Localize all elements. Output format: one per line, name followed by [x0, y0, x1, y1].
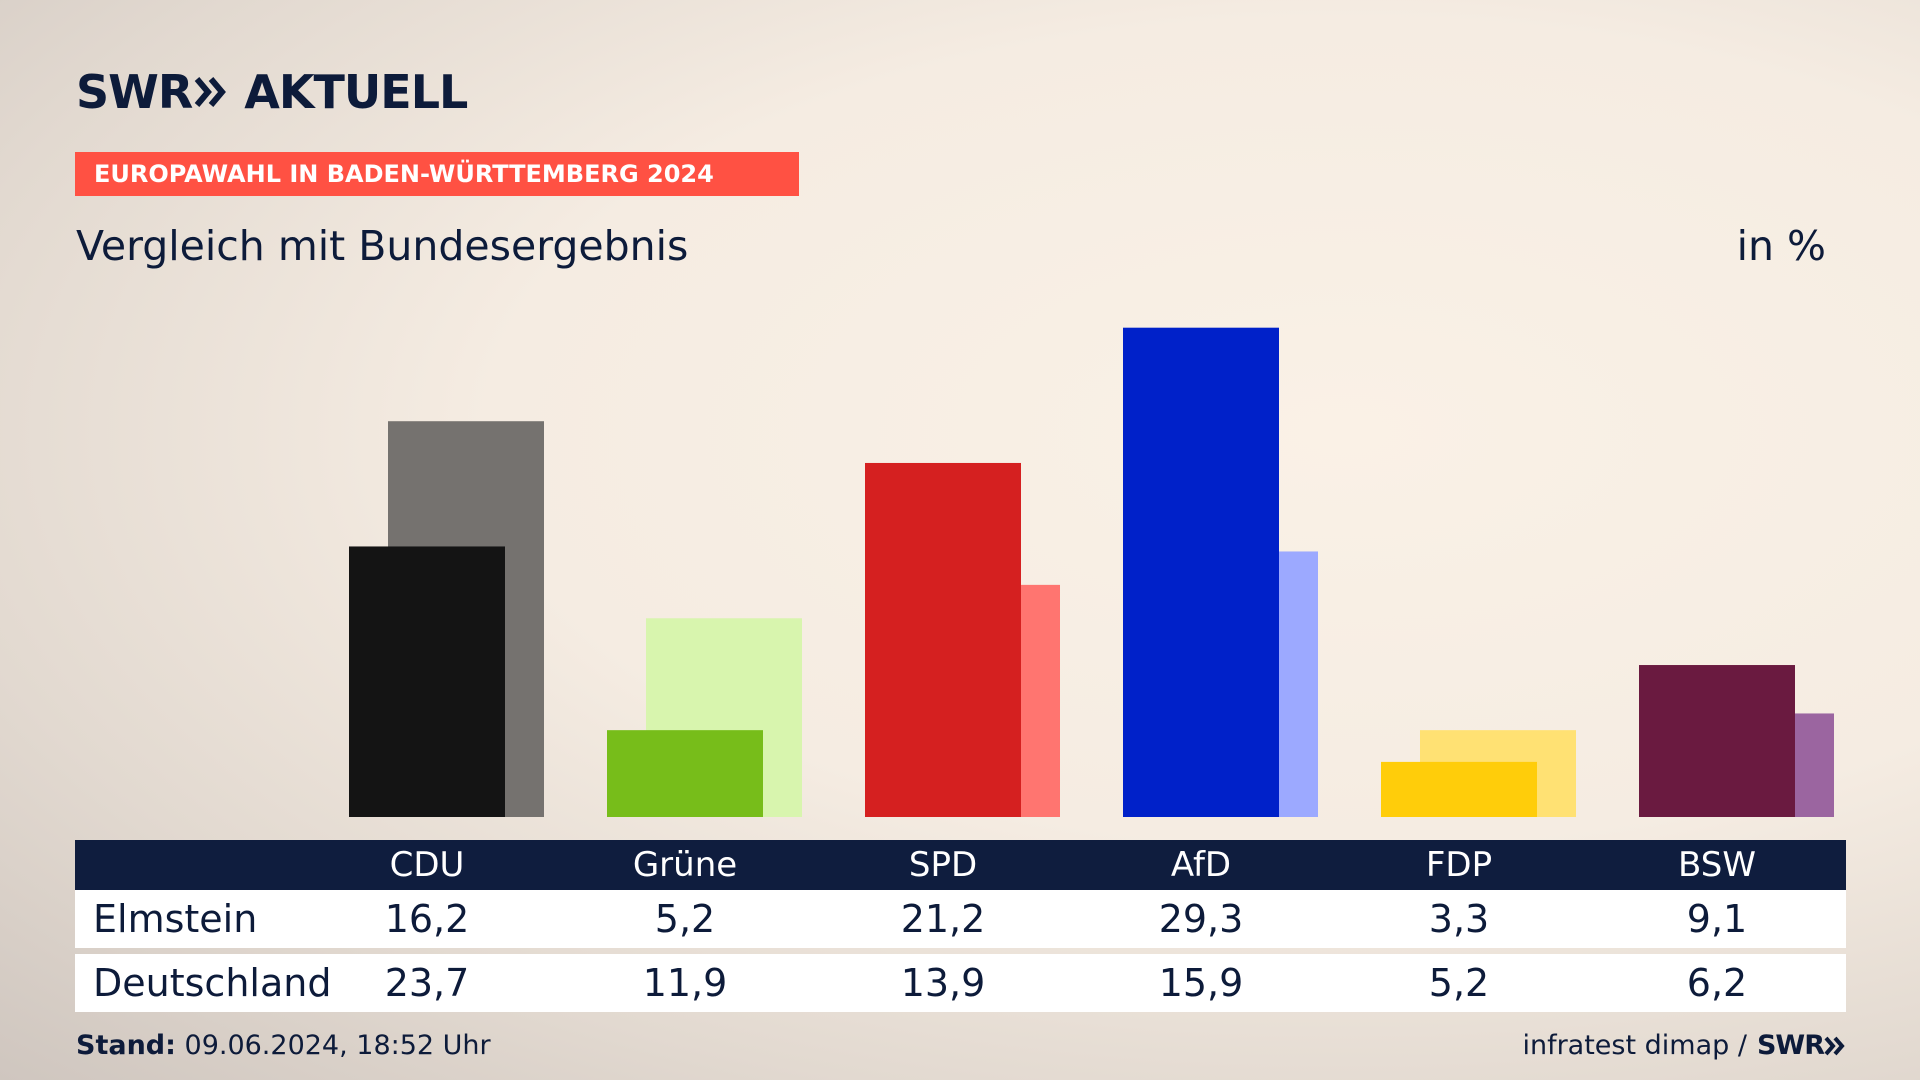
results-table: CDU Grüne SPD AfD FDP BSW Elmstein 16,2 5,2 21,…	[75, 840, 1846, 1012]
row-label-deutschland: Deutschland	[93, 961, 332, 1005]
unit-label: in %	[1736, 222, 1826, 270]
table-cell: 5,2	[1428, 961, 1490, 1005]
table-cell: 29,3	[1158, 897, 1244, 941]
bar-elmstein-grüne	[607, 730, 763, 817]
bar-chart	[349, 327, 1834, 817]
bar-elmstein-spd	[865, 462, 1021, 817]
table-cell: 5,2	[654, 897, 716, 941]
column-header-spd: SPD	[908, 845, 978, 885]
table-cell: 23,7	[384, 961, 470, 1005]
timestamp: Stand: 09.06.2024, 18:52 Uhr	[76, 1030, 491, 1061]
chart-subtitle: Vergleich mit Bundesergebnis	[76, 222, 689, 270]
stand-value: 09.06.2024, 18:52 Uhr	[184, 1030, 491, 1061]
table-header-row: CDU Grüne SPD AfD FDP BSW	[75, 840, 1846, 890]
column-header-fdp: FDP	[1425, 845, 1493, 885]
chevron-right-double-icon	[1824, 1036, 1845, 1055]
table-cell: 21,2	[900, 897, 986, 941]
logo-swr-text: SWR	[76, 65, 193, 119]
table-row-deutschland: Deutschland 23,7 11,9 13,9 15,9 5,2 6,2	[75, 954, 1846, 1012]
source-text: infratest dimap /	[1522, 1030, 1747, 1061]
table-cell: 13,9	[900, 961, 986, 1005]
source-credit: infratest dimap / SWR	[1522, 1030, 1846, 1061]
chevron-right-double-icon	[195, 77, 227, 107]
election-banner: EUROPAWAHL IN BADEN-WÜRTTEMBERG 2024	[75, 152, 799, 196]
column-header-afd: AfD	[1170, 845, 1232, 885]
bar-elmstein-bsw	[1639, 665, 1795, 817]
table-cell: 6,2	[1686, 961, 1748, 1005]
table-cell: 9,1	[1686, 897, 1748, 941]
table-row-elmstein: Elmstein 16,2 5,2 21,2 29,3 3,3 9,1	[75, 890, 1846, 948]
table-cell: 15,9	[1158, 961, 1244, 1005]
column-header-cdu: CDU	[389, 845, 465, 885]
stand-label: Stand:	[76, 1030, 176, 1061]
bar-elmstein-afd	[1123, 327, 1279, 817]
swr-aktuell-logo: SWR AKTUELL	[76, 65, 468, 119]
table-cell: 16,2	[384, 897, 470, 941]
source-logo-swr: SWR	[1756, 1030, 1825, 1061]
bar-elmstein-fdp	[1381, 761, 1537, 817]
logo-aktuell-text: AKTUELL	[244, 65, 468, 119]
table-cell: 3,3	[1428, 897, 1490, 941]
table-cell: 11,9	[642, 961, 728, 1005]
row-label-elmstein: Elmstein	[93, 897, 258, 941]
column-header-bsw: BSW	[1678, 845, 1756, 885]
column-header-grüne: Grüne	[632, 845, 738, 885]
bar-elmstein-cdu	[349, 546, 505, 817]
